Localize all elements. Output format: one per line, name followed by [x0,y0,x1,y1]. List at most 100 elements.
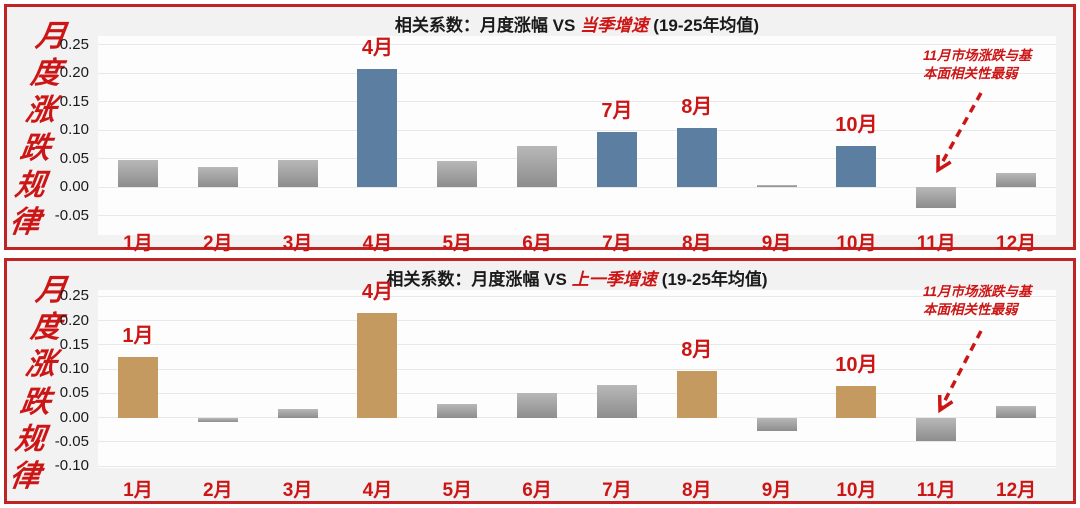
y-axis-tick-label: 0.25 [59,35,89,53]
bar-5月 [437,403,478,418]
chart-title: 相关系数：月度涨幅 VS 当季增速 (19-25年均值) [98,11,1056,35]
gridline [98,72,1056,74]
chart-title-prefix: 相关系数：月度涨幅 VS [386,270,567,289]
gridline [98,295,1056,297]
gridline [98,44,1056,46]
bar-1月 [117,356,158,418]
bar-9月 [756,417,797,432]
x-axis-label-1月: 1月 [123,480,153,501]
annotation-line-2: 本面相关性最弱 [923,66,1018,82]
bar-12月 [996,406,1037,418]
x-axis-label-5月: 5月 [442,480,473,501]
x-axis-label-9月: 9月 [761,480,792,501]
bar-7月 [596,384,637,418]
x-axis-label-12月: 12月 [996,233,1037,254]
y-axis-tick-label: -0.05 [54,206,89,224]
chart-panel-current-quarter: 月度涨跌规律 相关系数：月度涨幅 VS 当季增速 (19-25年均值) 11月市场涨… [4,4,1076,254]
gridline [98,158,1056,160]
x-axis-label-11月: 11月 [916,480,956,501]
gridline [98,417,1056,419]
bar-8月 [676,127,717,188]
x-axis-label-10月: 10月 [836,233,877,254]
gridline [98,465,1056,467]
annotation-line-2: 本面相关性最弱 [923,302,1018,318]
y-axis-tick-label: 0.05 [59,384,89,402]
chart-panel-previous-quarter: 月度涨跌规律 相关系数：月度涨幅 VS 上一季增速 (19-25年均值) 11月市场… [4,258,1076,504]
x-axis-label-2月: 2月 [202,233,233,254]
x-axis-label-4月: 4月 [362,233,393,254]
plot-area [98,36,1056,235]
gridline [98,344,1056,346]
x-axis-label-10月: 10月 [836,480,877,501]
bar-10月 [836,385,877,418]
chart-title: 相关系数：月度涨幅 VS 上一季增速 (19-25年均值) [98,265,1056,289]
gridline [98,441,1056,443]
plot-area [98,290,1056,468]
y-axis-tick-label: 0.25 [59,287,89,305]
annotation-text: 11月市场涨跌与基 本面相关性最弱 [923,283,1073,319]
chart-title-suffix: (19-25年均值) [653,16,760,35]
x-axis-label-1月: 1月 [123,233,153,254]
bar-10月 [836,146,877,188]
x-axis-label-8月: 8月 [681,233,712,254]
x-axis-label-12月: 12月 [996,480,1037,501]
y-axis-tick-label: 0.15 [59,335,89,353]
x-axis-label-9月: 9月 [761,233,792,254]
x-axis-label-6月: 6月 [522,480,552,501]
gridline [98,215,1056,217]
chart-title-highlight: 上一季增速 [571,270,657,289]
gridline [98,186,1056,188]
y-axis-tick-label: -0.05 [54,432,89,450]
bar-3月 [277,408,318,418]
gridline [98,392,1056,394]
x-axis-label-11月: 11月 [916,233,956,254]
y-axis-tick-label: 0.00 [59,408,89,426]
bar-value-label-8月: 8月 [681,95,713,118]
gridline [98,101,1056,103]
bar-6月 [517,146,558,188]
y-axis-tick-label: 0.20 [59,64,89,82]
bar-value-label-8月: 8月 [681,338,713,361]
chart-title-prefix: 相关系数：月度涨幅 VS [394,16,576,35]
y-axis-tick-label: 0.00 [59,178,89,196]
bar-1月 [117,160,158,188]
bar-value-label-10月: 10月 [835,353,878,376]
x-axis-label-3月: 3月 [282,480,313,501]
y-axis-tick-label: 0.10 [59,121,89,139]
gridline [98,320,1056,322]
bar-3月 [277,160,318,188]
bar-4月 [357,313,398,418]
x-axis-label-3月: 3月 [282,233,313,254]
bar-2月 [197,167,238,188]
bar-12月 [996,172,1037,188]
x-axis-label-7月: 7月 [602,233,632,254]
chart-title-suffix: (19-25年均值) [661,270,768,289]
bar-5月 [437,161,478,188]
bar-11月 [916,417,957,441]
bar-value-label-4月: 4月 [361,281,393,304]
gridline [98,368,1056,370]
x-axis-label-8月: 8月 [681,480,712,501]
y-axis-tick-label: 0.10 [59,360,89,378]
y-axis-tick-label: 0.20 [59,311,89,329]
bar-4月 [357,69,398,188]
y-axis-tick-label: -0.10 [54,457,89,475]
bar-value-label-4月: 4月 [361,37,393,60]
bar-9月 [756,185,797,188]
bar-6月 [517,393,558,418]
x-axis-label-5月: 5月 [442,233,473,254]
annotation-line-1: 11月市场涨跌与基 [923,284,1032,299]
annotation-line-1: 11月市场涨跌与基 [923,48,1032,63]
chart-title-highlight: 当季增速 [580,16,649,35]
gridline [98,129,1056,131]
x-axis-label-6月: 6月 [522,233,552,254]
y-axis-tick-label: 0.05 [59,149,89,167]
bar-8月 [676,370,717,418]
y-axis-tick-label: 0.15 [59,92,89,110]
bar-value-label-7月: 7月 [601,100,633,123]
annotation-text: 11月市场涨跌与基 本面相关性最弱 [923,47,1073,83]
bar-2月 [197,417,238,423]
x-axis-label-2月: 2月 [202,480,233,501]
bar-value-label-1月: 1月 [122,324,154,347]
